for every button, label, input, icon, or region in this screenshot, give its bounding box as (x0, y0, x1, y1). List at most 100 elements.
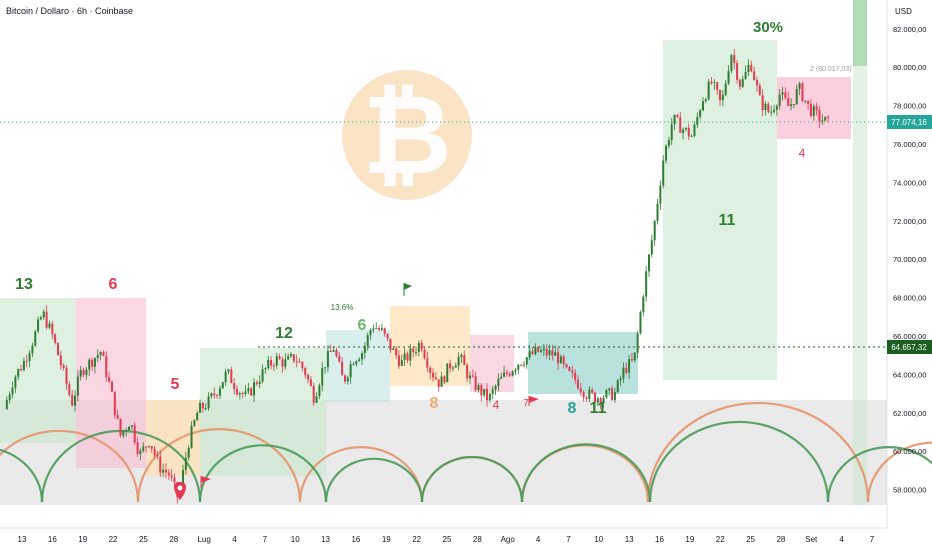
x-tick-label: 16 (351, 535, 360, 544)
box-green-2 (200, 348, 326, 476)
candle-body (358, 359, 361, 362)
candle-body (284, 359, 287, 367)
candle-body (56, 342, 59, 356)
count-11a: 11 (590, 400, 607, 417)
candle-body (767, 103, 770, 113)
candle-body (579, 388, 582, 392)
candle-body (559, 356, 562, 364)
candle-body (352, 364, 355, 366)
candle-body (474, 376, 477, 391)
y-tick-label: 78.000,00 (893, 102, 926, 111)
candle-body (392, 348, 395, 350)
candle-body (775, 105, 778, 110)
candle-body (781, 92, 784, 95)
candle-body (412, 348, 415, 353)
candle-body (170, 475, 173, 478)
candle-body (576, 379, 579, 389)
candle-body (505, 372, 508, 375)
candle-body (22, 360, 25, 371)
candle-body (289, 354, 292, 357)
candle-body (213, 393, 216, 396)
candle-body (378, 328, 381, 330)
candle-body (792, 103, 795, 105)
candle-body (45, 311, 48, 328)
x-tick-label: 16 (48, 535, 57, 544)
orange-cycle-arc (0, 429, 140, 503)
chart-title: Bitcoin / Dollaro · 6h · Coinbase (6, 6, 133, 16)
orange-cycle-arc (136, 428, 302, 503)
candle-body (258, 381, 261, 384)
box-teal-2 (528, 332, 638, 394)
candle-body (312, 386, 315, 403)
candle-body (326, 350, 329, 368)
candle-body (744, 71, 747, 80)
x-tick-label: 19 (382, 535, 391, 544)
candle-body (665, 145, 668, 161)
candle-body (432, 372, 435, 378)
candle-body (755, 79, 758, 86)
candle-body (156, 454, 159, 457)
candle-body (468, 375, 471, 379)
candle-body (812, 106, 815, 116)
candle-body (585, 397, 588, 400)
candle-body (684, 127, 687, 130)
candle-body (125, 430, 128, 432)
candle-body (287, 356, 290, 360)
candle-body (318, 385, 321, 397)
candle-body (261, 369, 264, 382)
candle-body (105, 355, 108, 378)
map-pin-icon[interactable] (174, 482, 186, 500)
level-price-tag: 64.657,32 (887, 340, 932, 354)
candle-body (270, 359, 273, 366)
y-tick-label: 66.000,00 (893, 332, 926, 341)
candle-body (818, 109, 821, 122)
candle-body (568, 367, 571, 371)
candle-body (278, 356, 281, 360)
candle-body (619, 378, 622, 381)
candle-body (74, 395, 77, 406)
candle-body (497, 378, 500, 387)
candle-body (343, 375, 346, 382)
candle-body (380, 328, 383, 330)
candle-body (525, 357, 528, 365)
candle-body (253, 382, 256, 396)
candle-body (304, 368, 307, 375)
candle-body (443, 376, 446, 383)
y-tick-label: 60.000,00 (893, 447, 926, 456)
candle-body (136, 442, 139, 454)
candle-body (400, 359, 403, 366)
candle-body (815, 106, 818, 110)
count-6: 6 (109, 276, 118, 293)
candle-body (693, 124, 696, 136)
candle-body (244, 391, 247, 394)
candle-body (588, 389, 591, 400)
candle-body (150, 446, 153, 449)
x-tick-label: 10 (594, 535, 603, 544)
candle-body (272, 365, 275, 367)
candle-body (636, 333, 639, 353)
candle-body (434, 377, 437, 380)
candle-body (230, 369, 233, 384)
candle-body (537, 346, 540, 352)
x-tick-label: 7 (263, 535, 268, 544)
cycle-count-labels: 13 6 5 12 6 8 4 7 8 11 11 4 (15, 146, 806, 417)
candle-body (28, 353, 31, 361)
candle-body (51, 323, 54, 335)
x-tick-label: 25 (443, 535, 452, 544)
orange-cycle-arc (298, 446, 424, 503)
candle-body (147, 446, 150, 448)
candle-body (696, 116, 699, 125)
candle-body (187, 447, 190, 458)
x-tick-label: 25 (746, 535, 755, 544)
candle-body (730, 55, 733, 72)
candle-body (701, 101, 704, 111)
candle-body (145, 446, 148, 448)
candle-body (713, 82, 716, 84)
candle-body (500, 376, 503, 379)
candle-body (625, 367, 628, 373)
candle-body (201, 402, 204, 409)
candle-body (653, 220, 656, 241)
price-axis-panel[interactable] (887, 0, 932, 528)
candle-body (65, 367, 68, 385)
